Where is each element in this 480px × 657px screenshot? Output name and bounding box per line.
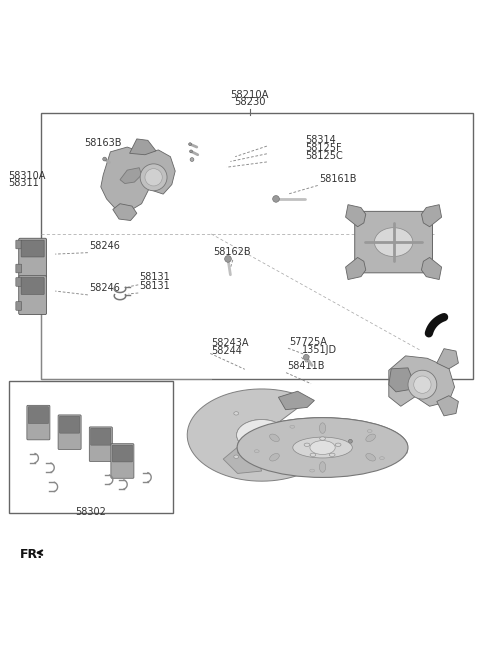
FancyBboxPatch shape: [89, 427, 112, 461]
Ellipse shape: [310, 453, 316, 457]
Circle shape: [225, 256, 231, 262]
Text: FR.: FR.: [20, 547, 43, 560]
Circle shape: [303, 354, 309, 360]
Text: 1220FS: 1220FS: [355, 435, 392, 445]
Text: 58125C: 58125C: [305, 151, 343, 161]
FancyBboxPatch shape: [19, 238, 47, 277]
Ellipse shape: [285, 455, 289, 459]
Ellipse shape: [304, 443, 310, 447]
Ellipse shape: [270, 453, 279, 461]
Polygon shape: [113, 204, 137, 221]
Polygon shape: [120, 168, 142, 183]
Ellipse shape: [234, 412, 239, 415]
FancyBboxPatch shape: [58, 415, 81, 449]
Ellipse shape: [270, 434, 279, 442]
FancyBboxPatch shape: [21, 240, 44, 257]
FancyBboxPatch shape: [91, 428, 111, 445]
Bar: [41, 112, 473, 379]
Ellipse shape: [367, 430, 372, 432]
Polygon shape: [346, 258, 366, 279]
Text: 58230: 58230: [234, 97, 265, 107]
Text: 58131: 58131: [139, 281, 170, 291]
Circle shape: [190, 158, 194, 162]
FancyBboxPatch shape: [60, 417, 80, 433]
Text: 58161B: 58161B: [319, 175, 357, 185]
Text: 1351JD: 1351JD: [302, 346, 337, 355]
Text: 57725A: 57725A: [289, 337, 327, 347]
Text: 58246: 58246: [89, 240, 120, 251]
Ellipse shape: [374, 228, 413, 256]
Ellipse shape: [310, 469, 314, 472]
Circle shape: [145, 169, 162, 186]
FancyBboxPatch shape: [16, 264, 22, 273]
Text: 58210A: 58210A: [230, 90, 269, 100]
Polygon shape: [437, 349, 458, 369]
Text: 58131: 58131: [139, 273, 170, 283]
Ellipse shape: [335, 443, 341, 447]
Polygon shape: [130, 139, 156, 155]
Polygon shape: [101, 147, 175, 211]
Polygon shape: [421, 258, 442, 279]
Ellipse shape: [329, 453, 335, 457]
Polygon shape: [278, 391, 314, 410]
Text: 58243A: 58243A: [211, 338, 249, 348]
Polygon shape: [223, 447, 262, 474]
Text: 58411B: 58411B: [287, 361, 324, 371]
Circle shape: [408, 371, 437, 399]
Text: 58244: 58244: [211, 346, 242, 356]
FancyBboxPatch shape: [16, 278, 22, 286]
Ellipse shape: [320, 423, 325, 434]
Text: 58302: 58302: [75, 507, 106, 516]
FancyBboxPatch shape: [355, 212, 432, 273]
Polygon shape: [389, 356, 455, 406]
Ellipse shape: [320, 437, 325, 440]
FancyBboxPatch shape: [16, 240, 22, 249]
FancyBboxPatch shape: [112, 445, 132, 462]
Circle shape: [140, 164, 167, 191]
Text: 58314: 58314: [305, 135, 336, 145]
Ellipse shape: [293, 437, 352, 458]
Polygon shape: [437, 396, 458, 416]
Polygon shape: [346, 205, 366, 227]
Ellipse shape: [380, 457, 384, 459]
Ellipse shape: [366, 453, 375, 461]
Bar: [9, 381, 173, 513]
Text: 58163B: 58163B: [84, 139, 121, 148]
Ellipse shape: [254, 450, 259, 453]
Text: 58311: 58311: [9, 178, 39, 188]
Circle shape: [189, 143, 192, 146]
Ellipse shape: [234, 455, 239, 459]
Polygon shape: [238, 418, 407, 453]
Ellipse shape: [366, 434, 375, 442]
FancyBboxPatch shape: [16, 302, 22, 310]
Polygon shape: [187, 389, 336, 481]
FancyBboxPatch shape: [28, 407, 48, 424]
FancyBboxPatch shape: [111, 443, 134, 478]
Text: 58162B: 58162B: [214, 248, 251, 258]
Polygon shape: [389, 368, 413, 392]
Circle shape: [103, 157, 107, 161]
Circle shape: [273, 196, 279, 202]
Ellipse shape: [310, 441, 335, 455]
Circle shape: [190, 150, 192, 153]
FancyBboxPatch shape: [27, 405, 50, 440]
Ellipse shape: [237, 418, 408, 478]
FancyBboxPatch shape: [21, 278, 44, 294]
Ellipse shape: [290, 425, 295, 428]
Ellipse shape: [320, 462, 325, 472]
FancyBboxPatch shape: [19, 276, 47, 315]
Text: 58125F: 58125F: [305, 143, 341, 153]
Circle shape: [348, 440, 352, 443]
Text: 58246: 58246: [89, 283, 120, 293]
Circle shape: [414, 376, 431, 394]
Ellipse shape: [237, 420, 287, 451]
Polygon shape: [421, 205, 442, 227]
Text: 58310A: 58310A: [9, 171, 46, 181]
